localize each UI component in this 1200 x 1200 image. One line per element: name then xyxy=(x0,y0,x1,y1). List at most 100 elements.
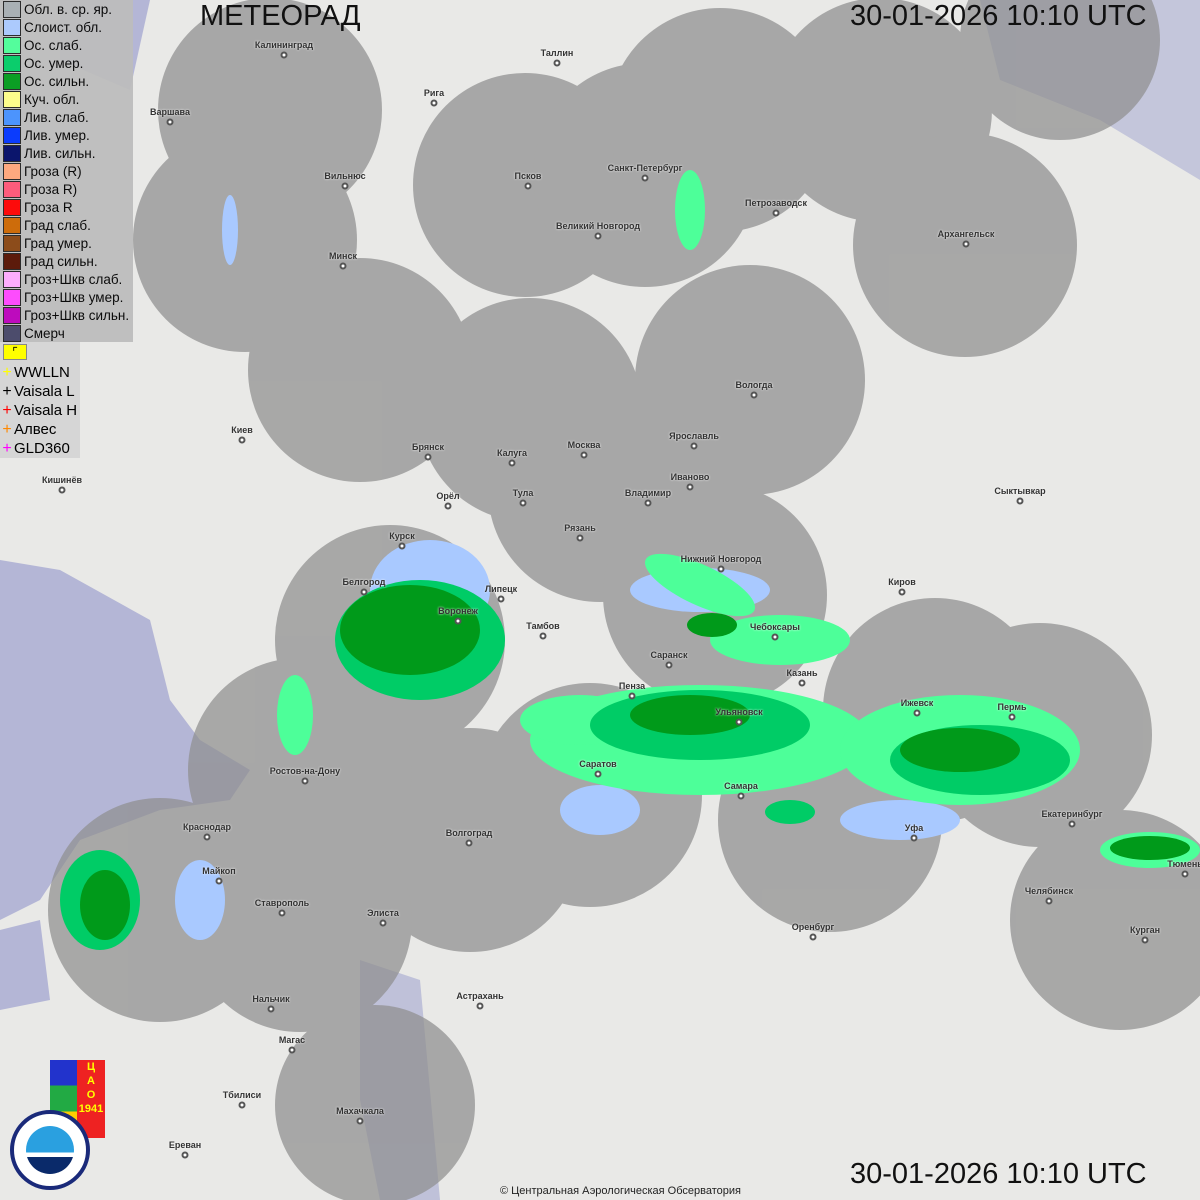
legend-swatch xyxy=(3,198,21,216)
city-label: Уфа xyxy=(904,823,924,833)
city-marker xyxy=(1008,713,1016,721)
city-label: Липецк xyxy=(484,584,518,594)
city-label: Ереван xyxy=(168,1140,202,1150)
city-label: Белгород xyxy=(342,577,386,587)
city-marker xyxy=(356,1117,364,1125)
cross-icon: + xyxy=(2,420,12,438)
city-label: Петрозаводск xyxy=(745,198,807,208)
city-marker xyxy=(238,1101,246,1109)
city-label: Ижевск xyxy=(900,698,934,708)
legend-item: Гроза R xyxy=(0,198,133,216)
city-marker xyxy=(58,486,66,494)
legend-swatch xyxy=(3,252,21,270)
legend-label: Гроз+Шкв слаб. xyxy=(24,271,123,287)
city-marker xyxy=(644,499,652,507)
city-marker xyxy=(519,499,527,507)
legend-item: Град сильн. xyxy=(0,252,133,270)
city-marker xyxy=(238,436,246,444)
city-marker xyxy=(465,839,473,847)
city-label: Магас xyxy=(278,1035,306,1045)
cross-icon: + xyxy=(2,382,12,400)
legend-label: Гроз+Шкв сильн. xyxy=(24,307,130,323)
legend-swatch xyxy=(3,216,21,234)
city-marker xyxy=(181,1151,189,1159)
city-label: Калуга xyxy=(497,448,527,458)
legend-label: Ос. умер. xyxy=(24,55,84,71)
city-label: Ставрополь xyxy=(254,898,310,908)
city-label: Санкт-Петербург xyxy=(607,163,683,173)
city-label: Брянск xyxy=(411,442,445,452)
city-label: Тюмень xyxy=(1167,859,1200,869)
legend-item: Град умер. xyxy=(0,234,133,252)
city-label: Киев xyxy=(231,425,253,435)
legend-item: Гроз+Шкв умер. xyxy=(0,288,133,306)
city-marker xyxy=(341,182,349,190)
city-label: Рига xyxy=(423,88,445,98)
city-label: Киров xyxy=(888,577,916,587)
legend-swatch xyxy=(3,306,21,324)
city-label: Волгоград xyxy=(445,828,493,838)
city-marker xyxy=(750,391,758,399)
legend-swatch xyxy=(3,54,21,72)
city-marker xyxy=(215,877,223,885)
city-label: Ярославль xyxy=(669,431,719,441)
city-label: Нальчик xyxy=(252,994,290,1004)
city-label: Астрахань xyxy=(456,991,504,1001)
city-marker xyxy=(809,933,817,941)
city-marker xyxy=(1016,497,1024,505)
city-label: Тамбов xyxy=(526,621,560,631)
lightning-item: + WWLLN xyxy=(0,363,80,382)
legend-swatch xyxy=(3,162,21,180)
city-marker xyxy=(166,118,174,126)
city-marker xyxy=(910,834,918,842)
city-marker xyxy=(1181,870,1189,878)
city-marker xyxy=(1068,820,1076,828)
city-label: Самара xyxy=(724,781,758,791)
legend-label: Гроза R) xyxy=(24,181,78,197)
city-label: Калининград xyxy=(254,40,314,50)
legend-item: Слоист. обл. xyxy=(0,18,133,36)
city-label: Великий Новгород xyxy=(555,221,641,231)
lightning-label: WWLLN xyxy=(14,364,70,381)
legend-item: Смерч xyxy=(0,324,133,342)
city-label: Варшава xyxy=(150,107,190,117)
city-label: Кишинёв xyxy=(41,475,83,485)
city-label: Архангельск xyxy=(937,229,995,239)
lightning-item: + GLD360 xyxy=(0,439,80,458)
legend-label: Обл. в. ср. яр. xyxy=(24,1,113,17)
lightning-toggle-icon[interactable]: ⌜ xyxy=(3,344,27,360)
city-marker xyxy=(454,617,462,625)
city-marker xyxy=(280,51,288,59)
legend-item: Лив. слаб. xyxy=(0,108,133,126)
city-label: Владимир xyxy=(624,488,672,498)
city-marker xyxy=(267,1005,275,1013)
legend-item: Гроза (R) xyxy=(0,162,133,180)
city-label: Таллин xyxy=(540,48,574,58)
city-marker xyxy=(580,451,588,459)
legend-swatch xyxy=(3,126,21,144)
city-marker xyxy=(497,595,505,603)
roshydromet-logo xyxy=(10,1110,90,1190)
city-marker xyxy=(539,632,547,640)
legend-item: Обл. в. ср. яр. xyxy=(0,0,133,18)
city-label: Оренбург xyxy=(791,922,835,932)
city-marker xyxy=(962,240,970,248)
legend-label: Гроз+Шкв умер. xyxy=(24,289,124,305)
legend-item: Куч. обл. xyxy=(0,90,133,108)
legend-swatch xyxy=(3,108,21,126)
precipitation-heavy xyxy=(80,585,1190,940)
city-label: Краснодар xyxy=(182,822,232,832)
page-title: МЕТЕОРАД xyxy=(200,0,361,32)
city-marker xyxy=(476,1002,484,1010)
city-marker xyxy=(278,909,286,917)
city-label: Чебоксары xyxy=(750,622,800,632)
legend-label: Град слаб. xyxy=(24,217,91,233)
legend-label: Смерч xyxy=(24,325,65,341)
city-marker xyxy=(360,588,368,596)
legend-item: Лив. сильн. xyxy=(0,144,133,162)
city-marker xyxy=(772,209,780,217)
city-marker xyxy=(424,453,432,461)
city-label: Пенза xyxy=(618,681,646,691)
city-label: Екатеринбург xyxy=(1041,809,1103,819)
